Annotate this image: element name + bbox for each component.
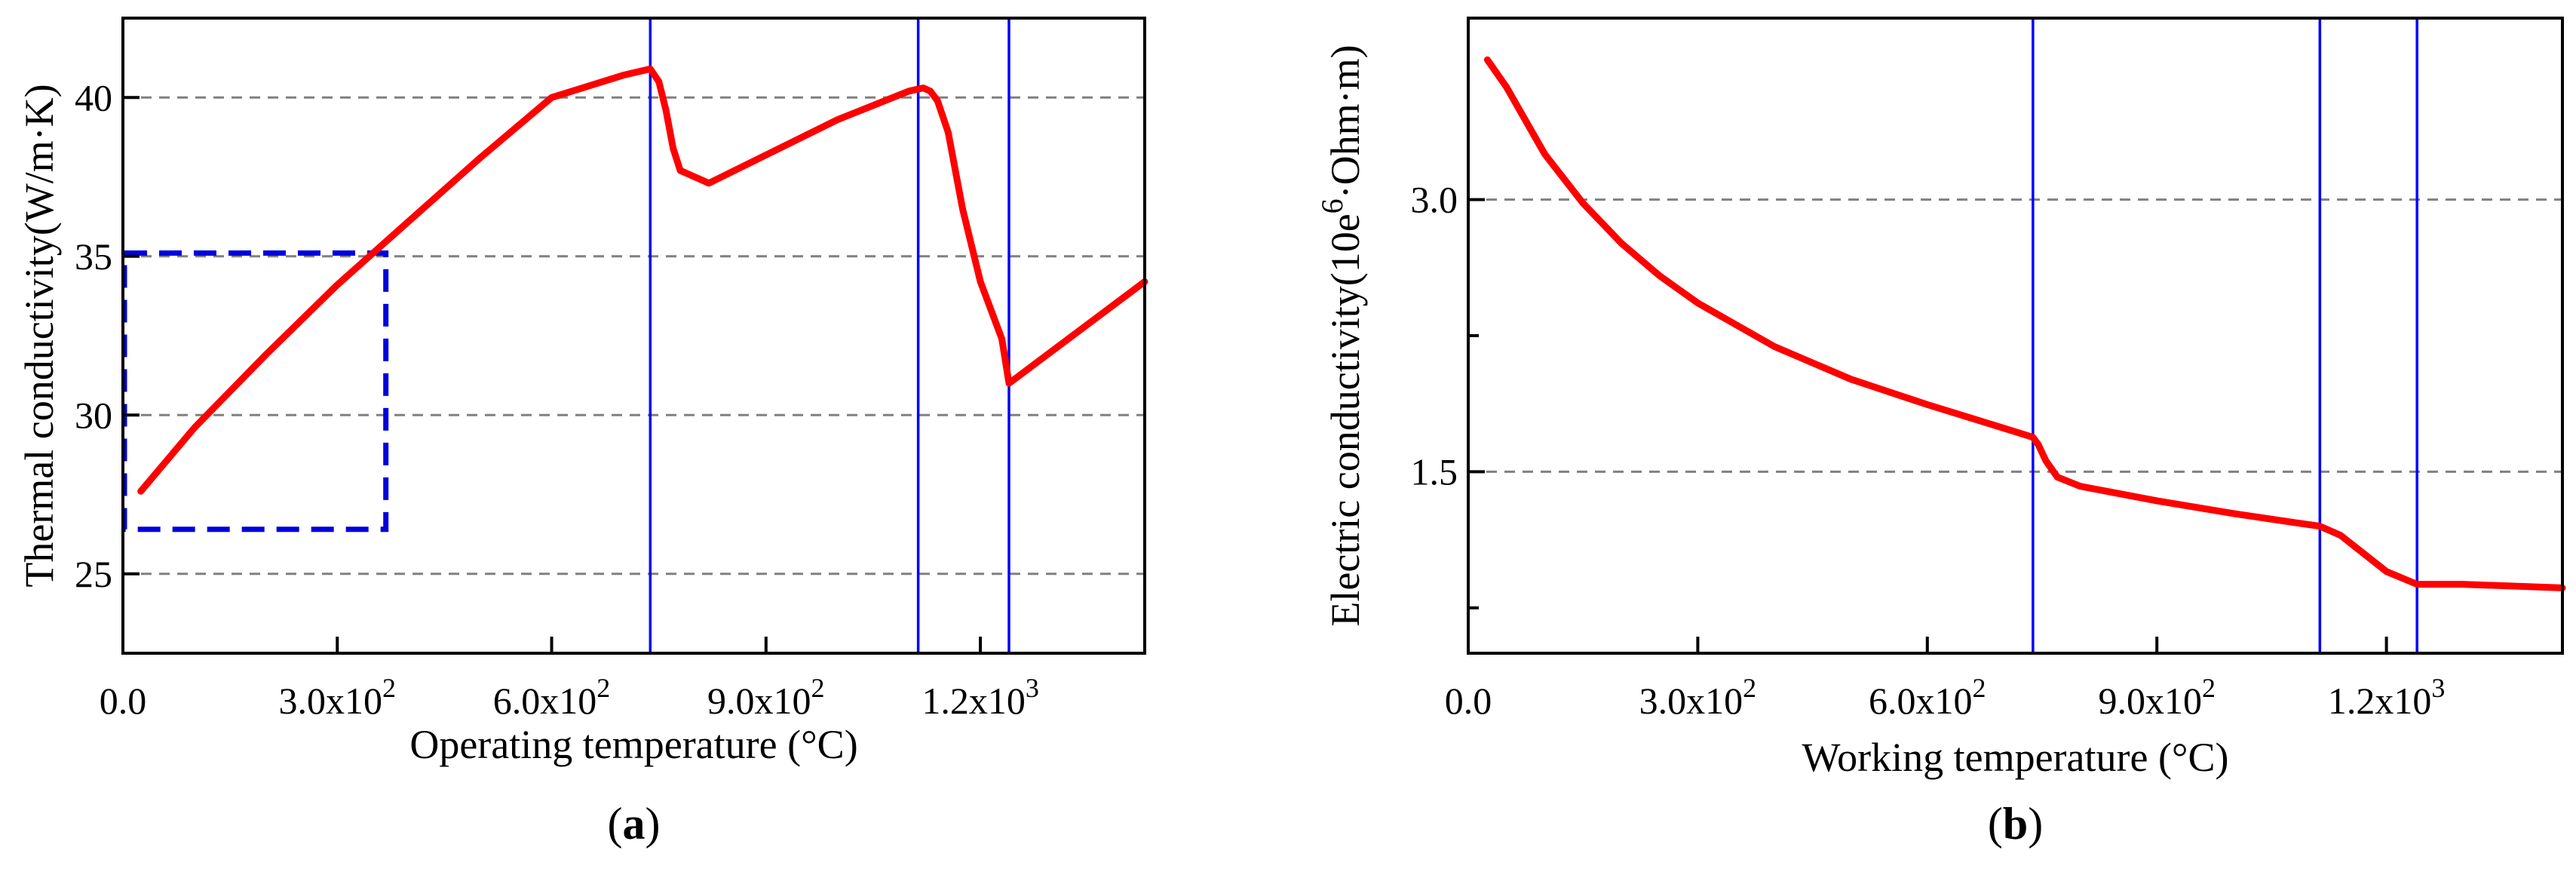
panel-a-y-tick-label-1: 30 [75, 394, 112, 436]
panel-a-x-tick-label-0: 0.0 [100, 680, 147, 722]
panel-a-x-axis-label: Operating temperature (°C) [409, 722, 857, 767]
panel-b-caption-label: (b) [1988, 799, 2043, 849]
chart-panel-b: 0.0 3.0x102 6.0x102 9.0x102 1.2x103 1.5 3.0 Wor… [1315, 17, 2566, 849]
chart-panel-a: 0.0 3.0x102 6.0x102 9.0x102 1.2x103 25 30 35 40 O… [17, 17, 1148, 849]
panel-b-y-axis-label: Electric conductivity(10e6·Ohm·m) [1315, 45, 1368, 626]
panel-a-x-tick-label-2: 6.0x102 [493, 673, 611, 722]
panel-b-x-tick-label-2: 6.0x102 [1869, 673, 1986, 722]
panel-b-plot-frame [1467, 17, 2564, 655]
panel-b-y-tick-label-1: 3.0 [1411, 179, 1458, 221]
panel-b-x-tick-label-1: 3.0x102 [1639, 673, 1757, 722]
panel-b-x-tick-label-0: 0.0 [1445, 680, 1492, 722]
panel-b-x-tick-label-3: 9.0x102 [2098, 673, 2216, 722]
panel-a-highlight-box [121, 250, 389, 533]
panel-b-x-axis-label: Working temperature (°C) [1802, 735, 2228, 780]
panel-a-y-tick-label-3: 40 [75, 76, 112, 118]
panel-a-x-tick-label-4: 1.2x103 [922, 673, 1039, 722]
panel-a-x-tick-label-3: 9.0x102 [707, 673, 824, 722]
panel-b-x-tick-label-4: 1.2x103 [2328, 673, 2446, 722]
panel-a-y-tick-label-0: 25 [75, 553, 112, 595]
panel-b-y-tick-label-0: 1.5 [1411, 450, 1458, 493]
panel-a-caption-label: (a) [608, 799, 661, 849]
panel-a-y-tick-label-2: 35 [75, 235, 112, 278]
panel-a-y-axis-label: Thermal conductivity(W/m·K) [17, 84, 62, 587]
panel-a-series-line-0 [137, 65, 1148, 495]
panel-a-x-tick-label-1: 3.0x102 [279, 673, 397, 722]
panel-a-plot-frame [121, 17, 1146, 655]
panel-b-series-line-0 [1483, 56, 2566, 591]
